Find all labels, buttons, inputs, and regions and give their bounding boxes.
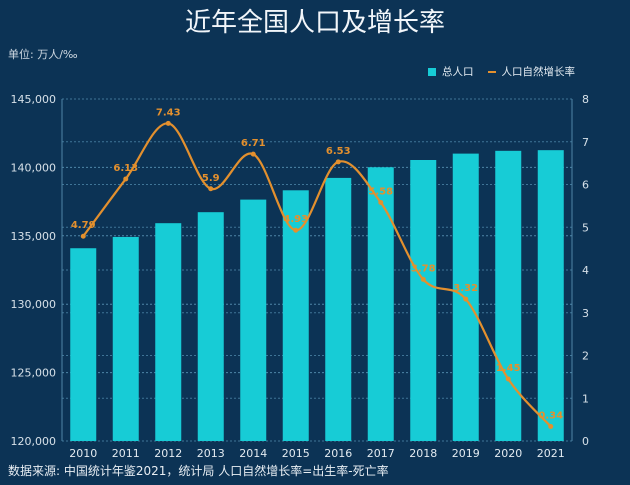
unit-label: 单位: 万人/‰: [8, 48, 78, 61]
x-tick-label: 2014: [239, 447, 267, 460]
bar-2011: [112, 236, 139, 441]
growth-data-label: 3.32: [453, 283, 478, 294]
x-tick-label: 2020: [494, 447, 522, 460]
growth-data-label: 1.45: [496, 363, 521, 374]
growth-point-2011: [123, 176, 129, 182]
legend-label-population: 总人口: [442, 66, 474, 78]
left-tick-label: 125,000: [11, 367, 57, 380]
right-tick-label: 3: [582, 307, 589, 320]
bar-2013: [197, 212, 224, 441]
growth-data-label: 5.9: [202, 173, 220, 184]
growth-data-label: 3.78: [411, 263, 436, 274]
growth-point-2012: [165, 120, 171, 126]
legend-swatch-bar: [428, 67, 436, 76]
growth-point-2020: [505, 376, 511, 382]
right-tick-label: 6: [582, 179, 589, 192]
growth-point-2019: [463, 296, 469, 302]
growth-data-label: 7.43: [156, 107, 181, 118]
growth-data-label: 4.79: [71, 220, 96, 231]
x-tick-label: 2019: [452, 447, 480, 460]
legend: 总人口 人口自然增长率: [428, 64, 575, 79]
left-tick-label: 130,000: [11, 298, 57, 311]
growth-data-label: 6.71: [241, 138, 266, 149]
growth-point-2015: [293, 227, 299, 233]
legend-label-growth: 人口自然增长率: [501, 66, 576, 78]
right-tick-label: 5: [582, 221, 589, 234]
x-tick-label: 2021: [537, 447, 565, 460]
growth-point-2018: [420, 276, 426, 282]
growth-point-2021: [548, 423, 554, 429]
left-tick-label: 140,000: [11, 161, 57, 174]
chart-title: 近年全国人口及增长率: [184, 8, 445, 38]
growth-point-2017: [378, 199, 384, 205]
growth-point-2014: [250, 151, 256, 157]
bar-2020: [495, 150, 522, 442]
x-tick-label: 2018: [409, 447, 437, 460]
growth-data-label: 5.58: [368, 186, 393, 197]
x-tick-label: 2015: [282, 447, 310, 460]
left-tick-label: 145,000: [11, 93, 57, 106]
x-tick-label: 2016: [324, 447, 352, 460]
growth-data-label: 4.93: [283, 214, 308, 225]
source-note: 数据来源: 中国统计年鉴2021，统计局 人口自然增长率=出生率-死亡率: [8, 464, 389, 478]
growth-data-label: 0.34: [538, 410, 563, 421]
bar-2016: [325, 177, 352, 441]
bar-2021: [537, 150, 564, 441]
bar-2010: [70, 248, 97, 441]
x-tick-label: 2010: [69, 447, 97, 460]
growth-point-2013: [208, 186, 214, 192]
growth-rate-line: [82, 122, 552, 428]
right-tick-label: 7: [582, 136, 589, 149]
bar-2014: [240, 199, 267, 441]
left-tick-label: 120,000: [11, 435, 57, 448]
growth-data-label: 6.53: [326, 146, 351, 157]
right-tick-label: 0: [582, 435, 589, 448]
bar-2017: [367, 167, 394, 442]
x-tick-label: 2012: [154, 447, 182, 460]
growth-point-2016: [335, 159, 341, 165]
right-tick-label: 8: [582, 93, 589, 106]
growth-data-label: 6.13: [113, 163, 138, 174]
left-tick-label: 135,000: [11, 230, 57, 243]
right-tick-label: 4: [582, 264, 589, 277]
growth-point-2010: [80, 233, 86, 239]
right-tick-label: 2: [582, 350, 589, 363]
x-tick-label: 2013: [197, 447, 225, 460]
right-tick-label: 1: [582, 392, 589, 405]
x-tick-label: 2017: [367, 447, 395, 460]
legend-swatch-line: [487, 70, 496, 73]
x-tick-label: 2011: [112, 447, 140, 460]
bar-2018: [410, 159, 437, 441]
bar-2012: [155, 223, 182, 441]
